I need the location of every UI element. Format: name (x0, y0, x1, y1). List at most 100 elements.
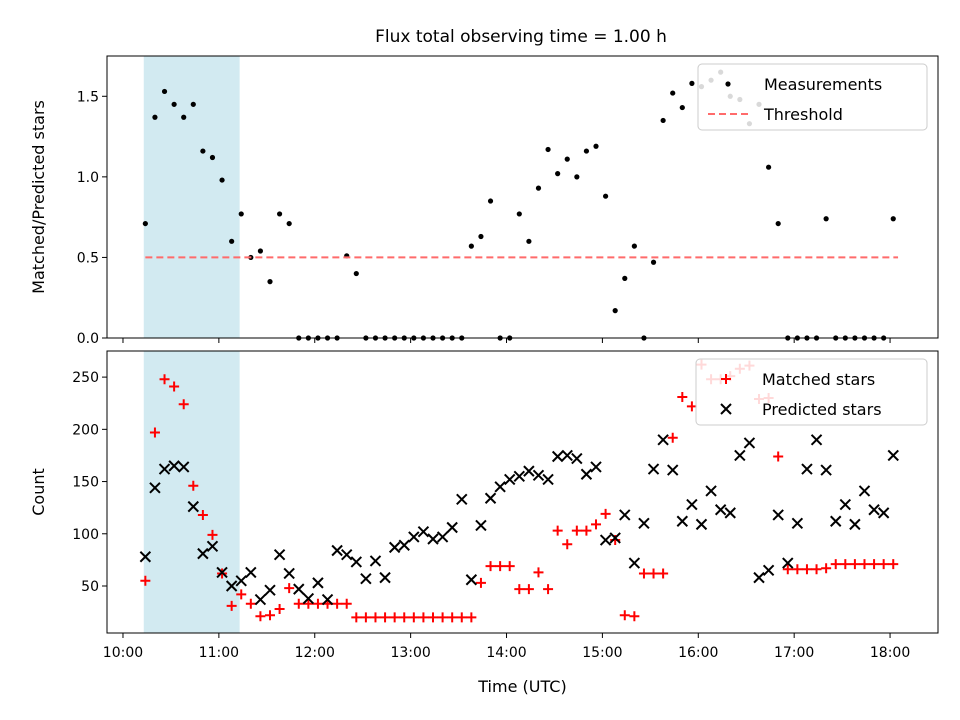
predicted-point (695, 518, 708, 531)
predicted-point (858, 485, 871, 497)
predicted-point (580, 468, 593, 480)
matched-point (207, 529, 218, 540)
y-tick-label: 0.5 (77, 250, 99, 266)
matched-point (658, 568, 669, 579)
top-y-axis: 0.0 0.5 1.0 1.5 (77, 89, 107, 347)
matched-point (447, 612, 458, 623)
predicted-point (321, 593, 334, 606)
legend-label: Predicted stars (762, 400, 882, 419)
matched-point (523, 584, 534, 595)
measurement-point (564, 156, 570, 162)
predicted-point (772, 509, 784, 521)
matched-point (638, 568, 649, 579)
legend-label: Matched stars (762, 370, 875, 389)
bottom-x-axis: 10:00 11:00 12:00 13:00 14:00 15:00 16:00 17:00… (103, 633, 910, 661)
predicted-point (456, 493, 468, 506)
legend-label: Threshold (763, 105, 843, 124)
y-tick-label: 150 (72, 475, 99, 491)
measurement-point (209, 154, 216, 161)
predicted-point (657, 434, 669, 446)
legend-box (695, 358, 928, 426)
x-tick-label: 10:00 (103, 645, 143, 661)
matched-point (792, 564, 803, 575)
measurement-point (631, 243, 637, 249)
y-tick-label: 200 (72, 422, 99, 438)
y-tick-label: 1.5 (77, 89, 99, 105)
predicted-point (312, 577, 324, 589)
matched-point (485, 561, 496, 572)
top-shaded-interval (143, 56, 240, 338)
x-tick-label: 11:00 (199, 645, 239, 661)
predicted-point (877, 507, 890, 519)
top-plot-marks (142, 69, 899, 341)
measurement-point (229, 238, 235, 244)
y-tick-label: 50 (81, 579, 99, 595)
matched-point (591, 519, 602, 530)
matched-point (543, 584, 554, 595)
predicted-point (158, 463, 171, 475)
matched-point (533, 567, 544, 578)
matched-point (178, 399, 189, 410)
measurement-point (286, 220, 292, 227)
predicted-point (494, 481, 506, 493)
predicted-point (513, 470, 526, 483)
measurement-point (478, 233, 484, 240)
matched-point (466, 612, 477, 623)
predicted-point (484, 492, 497, 504)
matched-point (226, 600, 237, 611)
predicted-point (532, 469, 545, 481)
measurement-point (468, 243, 474, 249)
predicted-point (341, 548, 353, 561)
x-axis-label: Time (UTC) (477, 677, 566, 696)
predicted-point (331, 544, 343, 557)
predicted-point (427, 533, 439, 545)
x-tick-label: 17:00 (774, 645, 814, 661)
matched-point (408, 612, 419, 623)
measurement-point (190, 101, 196, 107)
predicted-point (839, 498, 852, 511)
predicted-point (609, 532, 621, 544)
predicted-point (436, 531, 449, 543)
predicted-point (398, 539, 410, 551)
matched-point (380, 612, 391, 623)
y-tick-label: 100 (72, 527, 99, 543)
predicted-point (753, 571, 765, 584)
measurement-point (171, 101, 177, 107)
predicted-point (417, 525, 430, 538)
matched-point (773, 451, 784, 462)
matched-point (504, 561, 515, 572)
measurement-point (142, 220, 148, 227)
matched-point (389, 612, 400, 623)
top-x-axis (122, 338, 891, 343)
predicted-point (283, 567, 295, 580)
measurement-point (823, 216, 829, 222)
matched-point (571, 525, 582, 536)
matched-point (648, 568, 659, 579)
matched-point (265, 610, 276, 621)
x-tick-label: 18:00 (870, 645, 910, 661)
predicted-point (590, 461, 602, 473)
matched-point (869, 559, 880, 570)
measurement-point (650, 259, 657, 265)
predicted-point (705, 485, 717, 497)
measurement-point (622, 275, 628, 281)
predicted-point (168, 460, 180, 472)
predicted-point (849, 518, 861, 531)
predicted-point (782, 557, 794, 569)
predicted-point (551, 450, 564, 463)
matched-point (236, 589, 247, 600)
predicted-point (264, 584, 276, 596)
matched-point (351, 612, 362, 623)
predicted-point (820, 464, 832, 476)
predicted-point (686, 498, 698, 511)
matched-point (801, 564, 812, 575)
predicted-point (734, 449, 746, 462)
predicted-point (254, 593, 267, 606)
predicted-point (504, 473, 516, 486)
y-tick-label: 1.0 (77, 170, 99, 186)
predicted-point (139, 551, 152, 563)
predicted-point (149, 482, 161, 494)
matched-point (821, 563, 832, 574)
predicted-point (638, 517, 650, 530)
